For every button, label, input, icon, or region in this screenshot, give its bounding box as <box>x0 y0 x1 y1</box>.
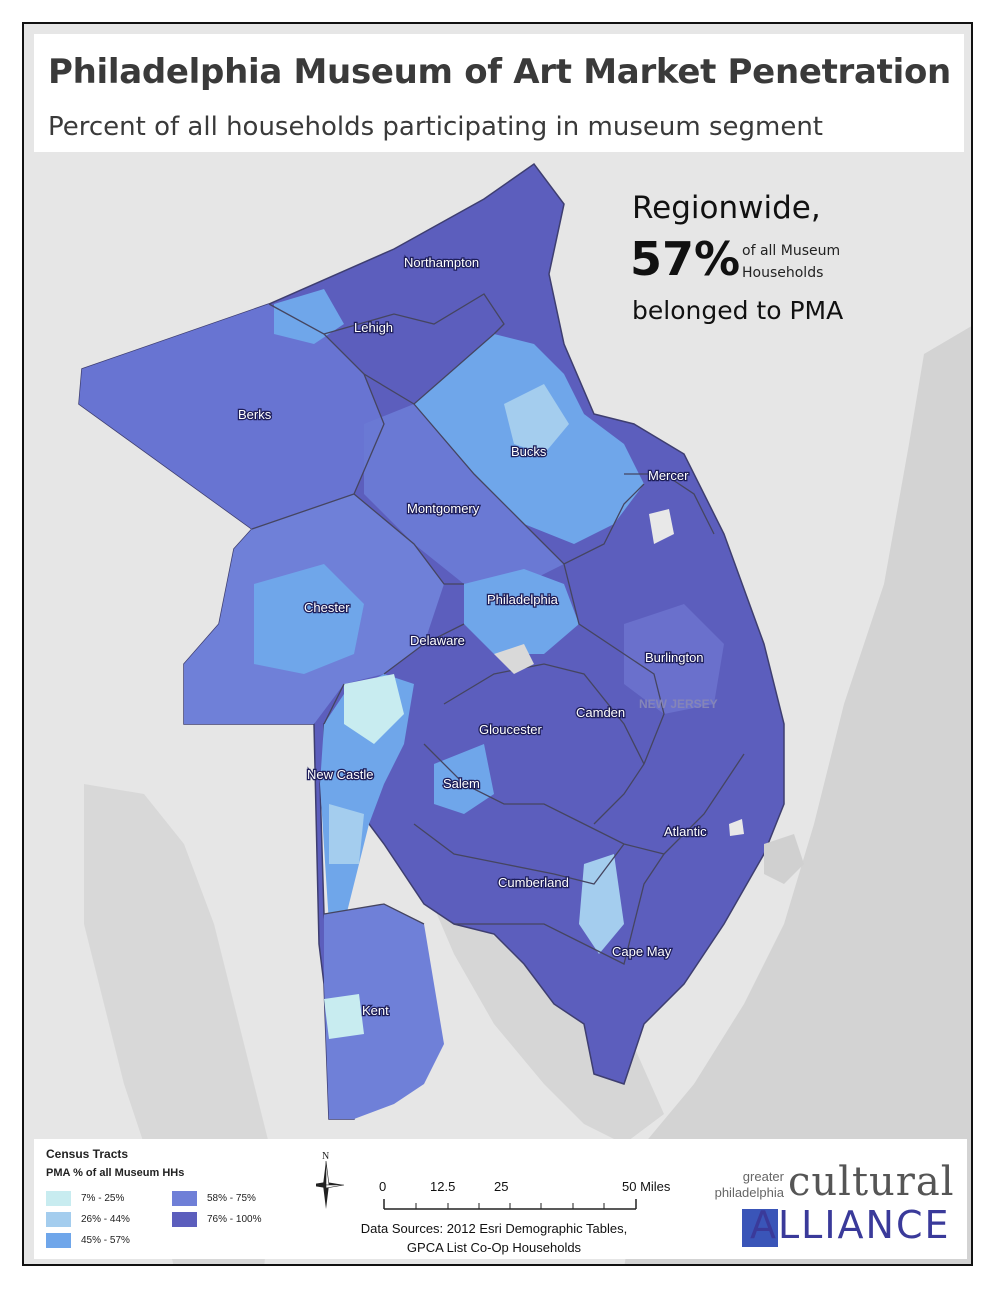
water-patch-2 <box>649 509 674 544</box>
legend-swatch <box>46 1212 71 1227</box>
callout-percent: 57% <box>630 232 741 286</box>
legend-label: 7% - 25% <box>81 1193 125 1204</box>
callout-small-text: of all Museum Households <box>742 240 840 284</box>
label-northampton: Northampton <box>404 255 479 270</box>
legend-panel: Census Tracts PMA % of all Museum HHs 7%… <box>34 1139 967 1259</box>
label-mercer: Mercer <box>648 468 689 483</box>
philadelphia-core <box>464 569 579 654</box>
region-map: Northampton Lehigh Berks Bucks Mercer Mo… <box>24 24 971 1264</box>
label-montgomery: Montgomery <box>407 501 480 516</box>
scale-tick-3: 50 Miles <box>622 1179 671 1194</box>
logo-philadelphia: philadelphia <box>714 1185 784 1200</box>
county-newcastle-light <box>344 674 404 744</box>
callout-heading: Regionwide, <box>632 190 821 226</box>
label-salem: Salem <box>443 776 480 791</box>
logo-greater: greater <box>742 1169 784 1184</box>
sources-line-1: Data Sources: 2012 Esri Demographic Tabl… <box>360 1221 628 1236</box>
label-burlington: Burlington <box>645 650 704 665</box>
label-camden: Camden <box>576 705 625 720</box>
sources-line-2: GPCA List Co-Op Households <box>406 1240 582 1255</box>
logo-alliance: ALLIANCE <box>750 1203 951 1247</box>
logo-a-block <box>742 1209 778 1247</box>
label-gloucester: Gloucester <box>479 722 543 737</box>
legend-label: 58% - 75% <box>207 1193 256 1204</box>
legend-swatch <box>46 1233 71 1248</box>
county-kent-fill <box>324 904 444 1119</box>
county-montgomery-fill <box>364 404 564 584</box>
north-arrow-letter: N <box>322 1151 329 1162</box>
county-borders <box>251 293 745 965</box>
county-labels: Northampton Lehigh Berks Bucks Mercer Mo… <box>237 254 718 1020</box>
legend-item: 45% - 57% <box>46 1233 130 1248</box>
county-bucks-light <box>504 384 569 454</box>
callout-small-line-1: of all Museum <box>742 243 841 259</box>
legend-label: 45% - 57% <box>81 1235 130 1246</box>
label-berks: Berks <box>238 407 272 422</box>
label-basemap-state: NEW JERSEY <box>639 697 718 711</box>
legend-item: 26% - 44% <box>46 1212 130 1227</box>
legend-swatch <box>172 1212 197 1227</box>
legend-title: Census Tracts <box>46 1147 129 1161</box>
scale-and-north: N 0 12.5 25 50 Miles <box>316 1151 671 1210</box>
label-atlantic: Atlantic <box>664 824 707 839</box>
north-arrow-icon: N <box>316 1151 345 1209</box>
callout-tail: belonged to PMA <box>632 296 844 325</box>
scale-tick-0: 0 <box>379 1179 386 1194</box>
label-cumberland: Cumberland <box>498 875 569 890</box>
county-salem-light <box>434 744 494 814</box>
county-lehigh-light <box>274 289 344 344</box>
water-patch-3 <box>729 819 744 836</box>
county-chester-light <box>254 564 364 674</box>
county-newcastle-light2 <box>329 804 364 864</box>
label-chester: Chester <box>304 600 350 615</box>
label-kent: Kent <box>362 1003 389 1018</box>
page-subtitle: Percent of all households participating … <box>48 112 823 142</box>
legend-item: 58% - 75% <box>172 1191 256 1206</box>
title-panel: Philadelphia Museum of Art Market Penetr… <box>34 34 964 152</box>
county-berks-fill <box>79 304 384 529</box>
label-philadelphia: Philadelphia <box>487 592 559 607</box>
scale-tick-2: 25 <box>494 1179 508 1194</box>
label-lehigh: Lehigh <box>354 320 393 335</box>
ocean <box>624 326 971 1264</box>
legend-item: 7% - 25% <box>46 1191 124 1206</box>
county-cumberland-light <box>579 854 624 954</box>
barrier-island <box>764 834 804 884</box>
legend-label: 76% - 100% <box>207 1214 262 1225</box>
data-sources: Data Sources: 2012 Esri Demographic Tabl… <box>334 1219 654 1257</box>
water-patch-1 <box>494 644 534 674</box>
label-delaware: Delaware <box>410 633 465 648</box>
label-new-castle: New Castle <box>307 767 373 782</box>
map-frame: Northampton Lehigh Berks Bucks Mercer Mo… <box>22 22 973 1266</box>
legend-subtitle: PMA % of all Museum HHs <box>46 1167 185 1179</box>
legend-item: 76% - 100% <box>172 1212 261 1227</box>
label-cape-may: Cape May <box>612 944 672 959</box>
legend-label: 26% - 44% <box>81 1214 130 1225</box>
legend-swatch <box>172 1191 197 1206</box>
callout-small-line-2: Households <box>742 265 824 281</box>
logo-cultural: cultural <box>788 1159 955 1205</box>
logo-greater-philadelphia: greater philadelphia <box>698 1169 784 1201</box>
legend-swatch <box>46 1191 71 1206</box>
county-kent-light <box>324 994 364 1039</box>
label-bucks: Bucks <box>511 444 547 459</box>
page-title: Philadelphia Museum of Art Market Penetr… <box>48 52 951 92</box>
county-burlington-light <box>624 604 724 714</box>
scale-bar: 0 12.5 25 50 Miles <box>379 1179 671 1210</box>
scale-tick-1: 12.5 <box>430 1179 455 1194</box>
